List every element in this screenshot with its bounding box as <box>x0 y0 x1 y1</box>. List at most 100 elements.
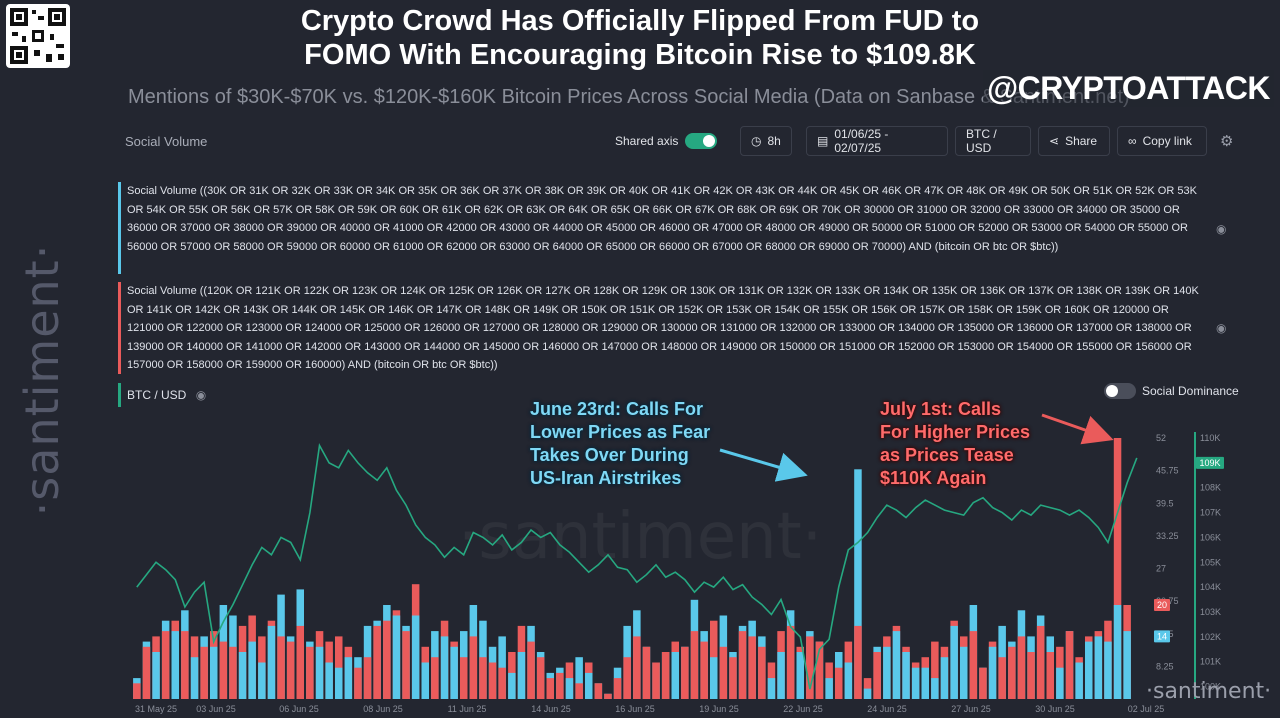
eye-icon[interactable]: ◉ <box>1216 321 1227 335</box>
social-dominance-toggle[interactable] <box>1104 383 1136 399</box>
red-volume-bar <box>383 620 391 699</box>
blue-volume-bar <box>863 688 872 699</box>
x-tick-label: 14 Jun 25 <box>531 704 571 714</box>
blue-volume-bar <box>248 641 256 699</box>
chart-watermark: ·santiment· <box>458 500 823 574</box>
red-volume-bar <box>815 641 824 699</box>
interval-label: 8h <box>767 134 781 148</box>
x-tick-label: 08 Jun 25 <box>363 704 403 714</box>
red-volume-bar <box>690 631 699 699</box>
date-range-button[interactable]: ▤ 01/06/25 - 02/07/25 <box>806 126 948 156</box>
blue-volume-bar <box>921 667 929 699</box>
red-volume-bar <box>863 678 872 699</box>
blue-volume-bar <box>565 678 574 699</box>
page-title: Crypto Crowd Has Officially Flipped From… <box>0 4 1280 72</box>
pair-label: BTC / USD <box>966 127 997 155</box>
blue-volume-bar <box>421 662 429 699</box>
btc-price-line <box>136 443 1138 690</box>
red-volume-bar <box>806 636 814 699</box>
red-volume-bar <box>373 625 381 699</box>
red-volume-bar <box>479 657 487 699</box>
red-last-value-badge <box>1154 599 1170 611</box>
red-volume-bar <box>594 683 603 699</box>
blue-volume-bar <box>210 646 218 699</box>
date-range-label: 01/06/25 - 02/07/25 <box>834 127 889 155</box>
calendar-icon: ▤ <box>817 134 829 148</box>
qr-code <box>6 4 70 68</box>
red-volume-bar <box>604 693 612 699</box>
red-volume-bar <box>1046 652 1054 699</box>
blue-volume-bar <box>1075 662 1083 699</box>
red-volume-bar <box>498 667 506 699</box>
blue-volume-bar <box>258 662 266 699</box>
red-volume-bar <box>931 641 939 699</box>
btc-usd-tag-label: BTC / USD <box>127 388 187 402</box>
link-icon: ∞ <box>1128 134 1137 148</box>
red-volume-bar <box>575 683 583 699</box>
settings-gear-icon[interactable]: ⚙ <box>1220 133 1234 150</box>
red-volume-bar <box>460 657 468 699</box>
blue-volume-bar <box>392 615 401 699</box>
blue-volume-bar <box>911 667 920 699</box>
x-tick-label: 31 May 25 <box>135 704 177 714</box>
annotation-arrow-red <box>1041 413 1114 445</box>
red-volume-bar <box>536 657 545 699</box>
red-volume-bar <box>296 625 304 699</box>
metric-selector-label[interactable]: Social Volume <box>125 134 208 149</box>
left-y-tick-label: 52 <box>1156 433 1166 443</box>
blue-volume-bar <box>777 652 785 699</box>
annotation-arrow-blue <box>719 448 808 482</box>
x-tick-label: 11 Jun 25 <box>448 704 487 714</box>
x-tick-label: 22 Jun 25 <box>783 704 823 714</box>
pair-button[interactable]: BTC / USD <box>955 126 1031 156</box>
blue-volume-bar <box>335 667 343 699</box>
blue-volume-bar <box>450 646 458 699</box>
btc-usd-metric-tag[interactable]: BTC / USD ◉ <box>118 383 206 407</box>
shared-axis-toggle[interactable] <box>685 133 717 149</box>
blue-volume-bar <box>1113 605 1122 699</box>
red-volume-bar <box>700 641 708 699</box>
red-volume-bar <box>142 646 151 699</box>
metric-query-blue-text: Social Volume ((30K OR 31K OR 32K OR 33K… <box>127 185 1197 253</box>
blue-volume-bar <box>171 631 179 699</box>
annotation-july-1: July 1st: Calls For Higher Prices as Pri… <box>880 398 1030 490</box>
eye-icon[interactable]: ◉ <box>1216 222 1227 236</box>
red-volume-bar <box>181 631 189 699</box>
blue-volume-bar <box>1085 641 1093 699</box>
red-volume-bar <box>363 657 372 699</box>
right-y-tick-label: 103K <box>1200 607 1221 617</box>
blue-volume-bar <box>190 657 199 699</box>
blue-volume-bar <box>325 662 333 699</box>
annotation-june-23: June 23rd: Calls For Lower Prices as Fea… <box>530 398 710 490</box>
red-volume-bar <box>219 641 228 699</box>
share-label: Share <box>1065 134 1098 148</box>
eye-icon[interactable]: ◉ <box>195 388 207 402</box>
x-tick-label: 16 Jun 25 <box>615 704 655 714</box>
red-volume-bar <box>738 631 747 699</box>
right-y-tick-label: 101K <box>1200 657 1221 667</box>
metric-query-blue[interactable]: Social Volume ((30K OR 31K OR 32K OR 33K… <box>118 182 1208 274</box>
right-y-tick-label: 106K <box>1200 532 1221 542</box>
copy-link-button[interactable]: ∞ Copy link <box>1117 126 1207 156</box>
red-volume-bar <box>719 646 728 699</box>
interval-button[interactable]: ◷ 8h <box>740 126 792 156</box>
right-y-tick-label: 102K <box>1200 632 1221 642</box>
shared-axis-label: Shared axis <box>615 134 679 148</box>
left-y-tick-label: 8.25 <box>1156 661 1174 671</box>
title-line-2: FOMO With Encouraging Bitcoin Rise to $1… <box>304 39 976 71</box>
red-volume-bar <box>1065 631 1074 699</box>
annotation-line: June 23rd: Calls For <box>530 399 704 419</box>
metric-query-red[interactable]: Social Volume ((120K OR 121K OR 122K OR … <box>118 282 1208 374</box>
share-button[interactable]: ⋖ Share <box>1038 126 1110 156</box>
x-tick-label: 03 Jun 25 <box>196 704 236 714</box>
red-volume-bar <box>786 625 795 699</box>
blue-volume-bar <box>585 672 593 699</box>
blue-volume-bar <box>517 652 526 699</box>
blue-volume-bar <box>940 657 949 699</box>
blue-volume-bar <box>710 657 718 699</box>
x-tick-label: 19 Jun 25 <box>699 704 739 714</box>
right-y-tick-label: 104K <box>1200 582 1221 592</box>
x-tick-label: 30 Jun 25 <box>1035 704 1075 714</box>
